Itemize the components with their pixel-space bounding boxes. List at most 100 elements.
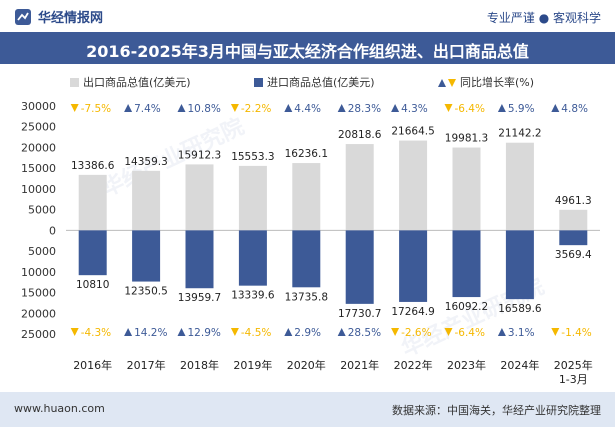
footer: www.huaon.com 数据来源：中国海关，华经产业研究院整理 [0,392,615,427]
x-category-label: 2021年 [340,358,379,372]
x-category-label: 2016年 [73,358,112,372]
export-value-label: 14359.3 [124,156,167,168]
y-tick-label: 5000 [28,245,56,258]
export-yoy-label: -6.4% [455,103,485,115]
y-tick-label: 30000 [21,100,56,113]
y-tick-label: 20000 [21,141,56,154]
import-bar [505,230,534,300]
y-tick-label: 25000 [21,328,56,341]
export-yoy-label-up-arrow-icon [177,104,186,112]
import-value-label: 16589.6 [498,303,542,315]
import-bar [78,230,107,276]
export-yoy-label: 7.4% [134,103,161,115]
export-value-label: 15912.3 [178,149,221,161]
x-category-label: 2024年 [500,358,539,372]
export-bar [185,164,214,231]
export-yoy-label-up-arrow-icon [124,104,133,112]
export-yoy-label-down-arrow-icon [230,104,239,112]
y-tick-label: 15000 [21,162,56,175]
import-value-label: 17264.9 [391,306,434,318]
import-value-label: 12350.5 [124,286,167,298]
legend-down-triangle-icon [448,79,456,87]
export-bar [238,165,267,231]
y-tick-label: 5000 [28,204,56,217]
y-tick-label: 25000 [21,121,56,134]
export-value-label: 19981.3 [445,133,488,145]
export-bar [132,170,161,231]
import-bar [452,230,481,298]
export-yoy-label-up-arrow-icon [284,104,293,112]
import-yoy-label-up-arrow-icon [177,328,186,336]
logo[interactable]: 华经情报网 [14,7,103,26]
logo-text: 华经情报网 [38,11,104,26]
export-value-label: 13386.6 [71,160,115,172]
export-yoy-label: 5.9% [508,103,535,115]
legend-import-swatch [254,78,263,87]
legend-import-label: 进口商品总值(亿美元) [267,75,375,89]
export-yoy-label: -7.5% [81,103,111,115]
import-yoy-label-down-arrow-icon [551,328,560,336]
import-value-label: 13959.7 [178,292,221,304]
title-bar: 2016-2025年3月中国与亚太经济合作组织进、出口商品总值 [0,32,615,64]
legend-export-swatch [70,78,79,87]
export-bar [399,140,428,231]
y-tick-label: 0 [49,224,56,237]
import-yoy-label-down-arrow-icon [230,328,239,336]
export-bar [559,209,588,231]
import-yoy-label: 14.2% [134,327,167,339]
export-value-label: 15553.3 [231,151,274,163]
import-bar [238,230,267,286]
import-yoy-label: 12.9% [188,327,221,339]
export-yoy-label: 4.8% [561,103,588,115]
x-category-label: 2023年 [447,358,486,372]
y-tick-label: 15000 [21,287,56,300]
import-yoy-label: -2.6% [401,327,431,339]
export-value-label: 20818.6 [338,129,382,141]
import-yoy-label-down-arrow-icon [70,328,79,336]
x-category-label: 2018年 [180,358,219,372]
import-yoy-label-down-arrow-icon [444,328,453,336]
chart-title: 2016-2025年3月中国与亚太经济合作组织进、出口商品总值 [86,42,529,61]
logo-icon [15,8,31,25]
export-bar [78,174,107,231]
website-link[interactable]: www.huaon.com [14,402,105,415]
y-tick-label: 20000 [21,307,56,320]
x-category-label: 2017年 [127,358,166,372]
data-source: 数据来源：中国海关，华经产业研究院整理 [392,404,601,417]
export-bar [505,142,534,231]
import-yoy-label: -1.4% [561,327,591,339]
x-category-label: 2025年 [554,358,593,372]
legend-up-triangle-icon [438,79,446,87]
import-yoy-label: 28.5% [348,327,381,339]
legend-yoy-label: 同比增长率(%) [460,75,534,89]
import-yoy-label: -6.4% [455,327,485,339]
x-category-label: 2019年 [233,358,272,372]
import-yoy-label-up-arrow-icon [497,328,506,336]
import-bar [559,230,588,246]
import-value-label: 13735.8 [285,291,328,303]
y-tick-label: 10000 [21,183,56,196]
export-yoy-label: 28.3% [348,103,381,115]
import-yoy-label-up-arrow-icon [124,328,133,336]
export-bar [452,147,481,231]
import-yoy-label-up-arrow-icon [337,328,346,336]
import-bar [399,230,428,302]
import-value-label: 10810 [76,279,109,291]
export-yoy-label: 4.3% [401,103,428,115]
x-category-label: 1-3月 [559,373,588,386]
export-yoy-label-up-arrow-icon [391,104,400,112]
import-yoy-label: -4.5% [241,327,271,339]
export-value-label: 21664.5 [391,126,434,138]
import-bar [292,230,321,288]
export-yoy-label-up-arrow-icon [497,104,506,112]
export-yoy-label: -2.2% [241,103,271,115]
export-yoy-label-up-arrow-icon [337,104,346,112]
x-category-label: 2020年 [287,358,326,372]
tagline: 专业严谨 ● 客观科学 [486,11,601,25]
legend-export-label: 出口商品总值(亿美元) [83,75,191,89]
import-value-label: 17730.7 [338,308,381,320]
import-yoy-label: 2.9% [294,327,321,339]
import-yoy-label-up-arrow-icon [284,328,293,336]
import-yoy-label: -4.3% [81,327,111,339]
export-yoy-label-down-arrow-icon [70,104,79,112]
